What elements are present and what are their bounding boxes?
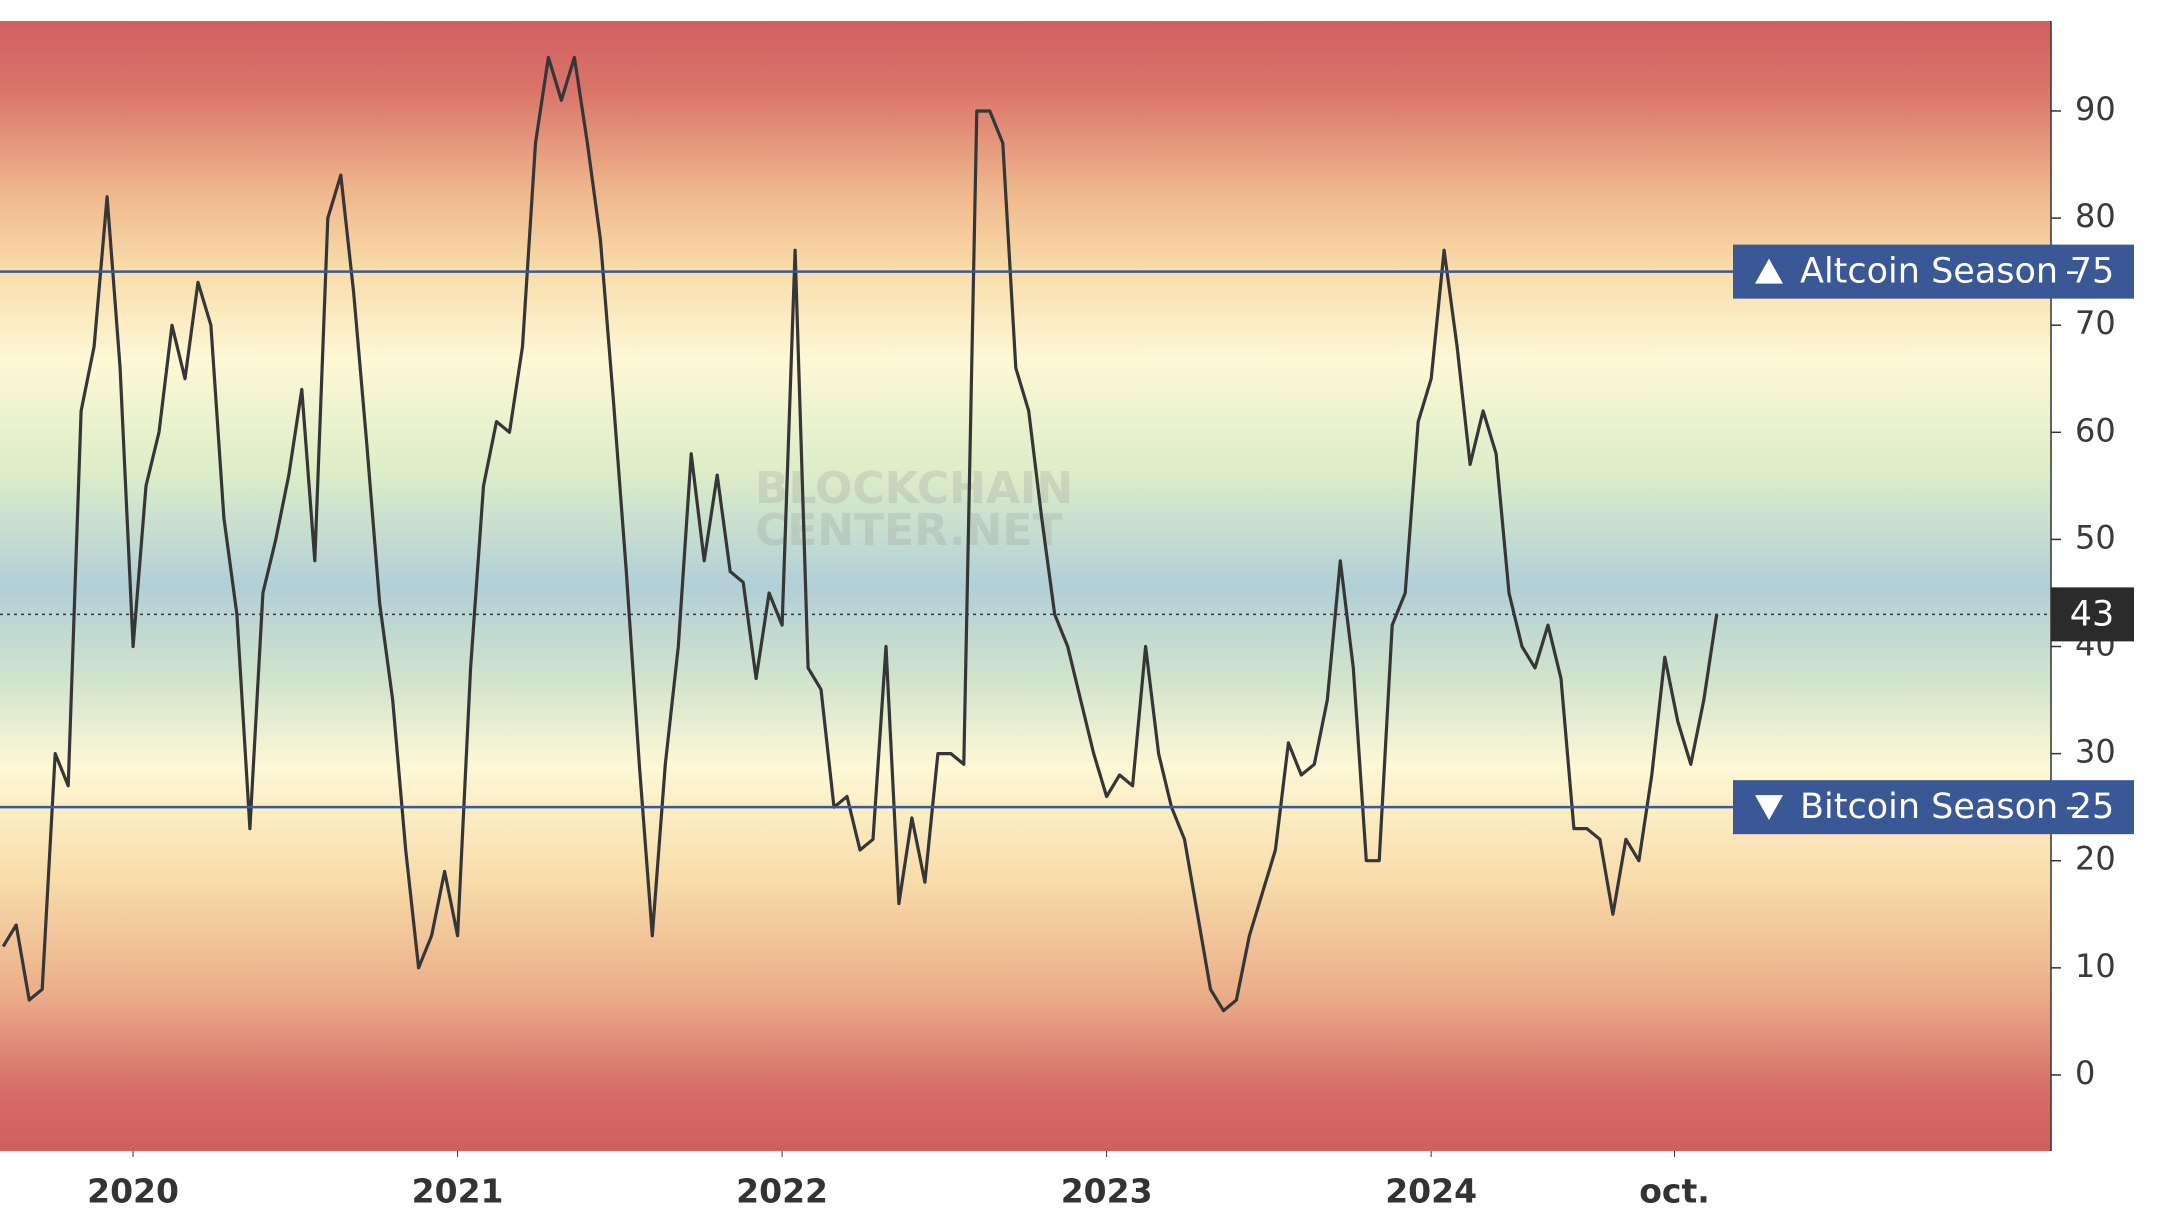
current-value-box <box>2051 587 2134 642</box>
plot-background <box>0 21 2051 1151</box>
x-tick-label: oct. <box>1639 1172 1710 1211</box>
threshold-value: 75 <box>2070 252 2115 292</box>
y-tick-label: 60 <box>2075 411 2116 449</box>
y-tick-label: 10 <box>2075 947 2116 985</box>
y-tick-label: 70 <box>2075 304 2116 342</box>
y-tick-label: 90 <box>2075 90 2116 128</box>
y-tick-label: 0 <box>2075 1054 2095 1092</box>
x-tick-label: 2023 <box>1061 1172 1153 1211</box>
x-tick-label: 2020 <box>87 1172 179 1211</box>
y-tick-label: 30 <box>2075 733 2116 771</box>
watermark: BLOCKCHAIN <box>755 463 1073 514</box>
watermark: CENTER.NET <box>755 505 1063 556</box>
threshold-value: 25 <box>2070 787 2115 827</box>
current-value-label: 43 <box>2070 594 2115 634</box>
y-tick-label: 80 <box>2075 197 2116 235</box>
threshold-label: Bitcoin Season <box>1800 787 2058 827</box>
y-tick-label: 20 <box>2075 840 2116 878</box>
x-tick-label: 2021 <box>412 1172 504 1211</box>
y-tick-label: 50 <box>2075 518 2116 556</box>
threshold-arrow <box>1755 258 1783 284</box>
threshold-label: Altcoin Season <box>1800 252 2058 292</box>
threshold-arrow <box>1755 795 1783 821</box>
line-series <box>1 55 1719 1013</box>
x-tick-label: 2022 <box>736 1172 828 1211</box>
x-tick-label: 2024 <box>1385 1172 1477 1211</box>
